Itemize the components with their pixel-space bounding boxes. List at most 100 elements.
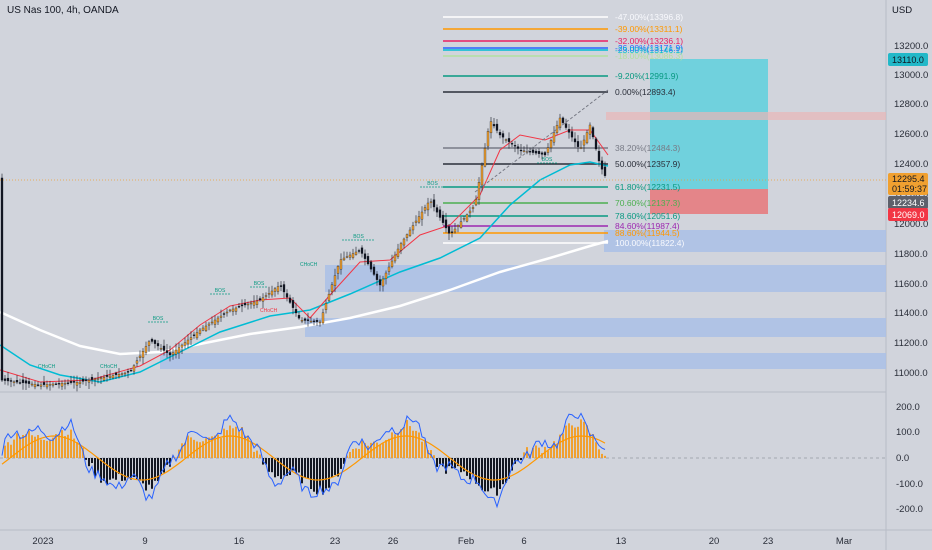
candle-body xyxy=(249,302,253,305)
osc-bar xyxy=(154,458,156,481)
osc-bar xyxy=(64,436,66,458)
candle-body xyxy=(189,337,193,340)
osc-bar xyxy=(58,434,60,458)
fib-level-label: -18.00%(13086.3) xyxy=(615,51,683,61)
osc-scale[interactable]: 200.0 100.0 0.0 -100.0 -200.0 xyxy=(896,402,923,515)
osc-bar xyxy=(106,458,108,485)
candle-body xyxy=(192,334,196,336)
osc-bar xyxy=(385,440,387,458)
candle-body xyxy=(162,345,166,351)
candle-body xyxy=(543,152,547,156)
fib-level-label: 61.80%(12231.5) xyxy=(615,182,680,192)
candle-body xyxy=(552,132,556,143)
candle-body xyxy=(84,379,88,381)
time-tick-label: Mar xyxy=(836,536,852,547)
bos-label: BOS xyxy=(215,288,226,294)
candle-body xyxy=(282,284,286,293)
candle-body xyxy=(411,225,415,231)
trend-line[interactable] xyxy=(474,89,609,193)
osc-bar xyxy=(361,440,363,458)
osc-bar xyxy=(160,458,162,475)
stop-zone[interactable] xyxy=(650,189,768,214)
osc-bar xyxy=(265,458,267,465)
osc-bar xyxy=(73,438,75,458)
candle-body xyxy=(501,133,505,138)
fib-level-label: -47.00%(13396.8) xyxy=(615,12,683,22)
candle-body xyxy=(390,260,394,267)
candle-body xyxy=(183,342,187,346)
osc-bar xyxy=(343,458,345,464)
candle-body xyxy=(123,372,127,375)
osc-bar xyxy=(334,458,336,475)
osc-bar xyxy=(355,448,357,458)
osc-histogram xyxy=(1,419,606,496)
symbol-title[interactable]: US Nas 100, 4h, OANDA xyxy=(7,5,119,16)
candle-body xyxy=(492,124,496,127)
candle-body xyxy=(315,320,319,322)
candle-body xyxy=(405,234,409,238)
osc-bar xyxy=(388,438,390,458)
candle-body xyxy=(114,372,118,375)
candle-body xyxy=(576,141,580,147)
candle-body xyxy=(69,381,73,383)
osc-bar xyxy=(466,458,468,476)
candle-body xyxy=(120,373,124,375)
osc-bar xyxy=(364,443,366,458)
price-scale[interactable]: 13200.013000.012800.012600.012400.012200… xyxy=(894,41,928,379)
candle-body xyxy=(339,259,343,270)
candle-body xyxy=(345,256,349,258)
price-tick-label: 12600.0 xyxy=(894,129,928,140)
osc-bar xyxy=(34,436,36,458)
candle-body xyxy=(222,313,226,315)
osc-bar xyxy=(313,458,315,492)
stop-price-label: 12069.0 xyxy=(892,210,925,220)
candle-body xyxy=(180,344,184,348)
candle-body xyxy=(468,210,472,214)
osc-bar xyxy=(121,458,123,481)
fib-level-label: -9.20%(12991.9) xyxy=(615,71,678,81)
candle-body xyxy=(171,352,175,355)
candle-body xyxy=(591,127,595,138)
osc-bar xyxy=(340,458,342,469)
osc-bar xyxy=(550,447,552,458)
osc-bar xyxy=(565,425,567,458)
candle-body xyxy=(423,207,427,211)
candle-body xyxy=(210,321,214,324)
candlestick-series[interactable] xyxy=(0,113,607,392)
osc-bar xyxy=(286,458,288,476)
osc-bar xyxy=(601,453,603,458)
candle-body xyxy=(312,320,316,323)
time-tick-label: 2023 xyxy=(32,536,53,547)
bos-label: BOS xyxy=(254,281,265,287)
osc-bar xyxy=(31,435,33,458)
candle-body xyxy=(456,225,460,227)
osc-tick-label: 100.0 xyxy=(896,427,920,438)
time-tick-label: 6 xyxy=(521,536,526,547)
osc-bar xyxy=(403,427,405,458)
osc-bar xyxy=(481,458,483,491)
candle-body xyxy=(0,177,4,381)
candle-body xyxy=(546,147,550,153)
supply-zone xyxy=(606,112,886,120)
candle-body xyxy=(567,129,571,133)
osc-bar xyxy=(409,426,411,458)
candle-body xyxy=(333,275,337,286)
osc-bar xyxy=(130,458,132,480)
osc-bar xyxy=(109,458,111,480)
candle-body xyxy=(3,378,7,381)
osc-bar xyxy=(391,432,393,458)
time-scale[interactable]: 2023 9 16 23 26 Feb 6 13 20 23 Mar xyxy=(32,536,852,547)
osc-bar xyxy=(415,430,417,458)
candle-body xyxy=(165,350,169,353)
time-tick-label: 26 xyxy=(388,536,399,547)
osc-bar xyxy=(238,431,240,458)
osc-bar xyxy=(43,439,45,458)
osc-bar xyxy=(412,430,414,458)
osc-bar xyxy=(208,437,210,458)
candle-body xyxy=(264,295,268,297)
osc-bar xyxy=(322,458,324,495)
target-zone[interactable] xyxy=(650,59,768,189)
oscillator-pane[interactable] xyxy=(0,412,886,509)
